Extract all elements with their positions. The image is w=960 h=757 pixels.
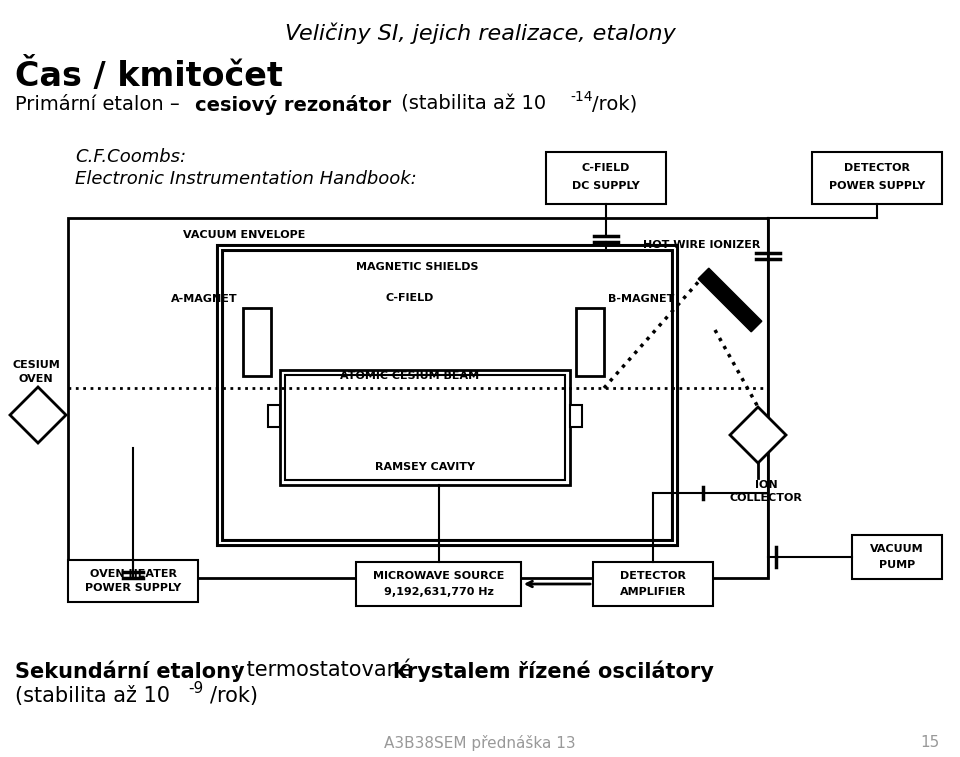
Bar bbox=[223, 251, 672, 540]
Text: POWER SUPPLY: POWER SUPPLY bbox=[828, 181, 925, 191]
Text: CESIUM: CESIUM bbox=[12, 360, 60, 370]
Text: Primární etalon –: Primární etalon – bbox=[15, 95, 186, 114]
Text: A3B38SEM přednáška 13: A3B38SEM přednáška 13 bbox=[384, 735, 576, 751]
Text: -14: -14 bbox=[570, 90, 592, 104]
Text: : termostatované: : termostatované bbox=[233, 660, 420, 680]
Bar bbox=[546, 152, 666, 204]
Text: /rok): /rok) bbox=[592, 95, 637, 114]
Text: DETECTOR: DETECTOR bbox=[844, 163, 910, 173]
Text: PUMP: PUMP bbox=[878, 560, 915, 570]
Text: Čas / kmitočet: Čas / kmitočet bbox=[15, 58, 283, 93]
Bar bbox=[576, 308, 604, 376]
Bar bbox=[220, 248, 675, 543]
Text: MAGNETIC SHIELDS: MAGNETIC SHIELDS bbox=[356, 262, 479, 272]
FancyBboxPatch shape bbox=[698, 268, 762, 332]
Text: ATOMIC CESIUM BEAM: ATOMIC CESIUM BEAM bbox=[341, 371, 480, 381]
Text: /rok): /rok) bbox=[210, 686, 258, 706]
Text: COLLECTOR: COLLECTOR bbox=[730, 493, 803, 503]
Text: C-FIELD: C-FIELD bbox=[582, 163, 630, 173]
Text: Veličiny SI, jejich realizace, etalony: Veličiny SI, jejich realizace, etalony bbox=[284, 22, 676, 43]
Text: RAMSEY CAVITY: RAMSEY CAVITY bbox=[375, 462, 475, 472]
Text: cesiový rezonátor: cesiový rezonátor bbox=[195, 95, 391, 115]
Polygon shape bbox=[730, 407, 786, 463]
Bar bbox=[285, 375, 565, 480]
Bar bbox=[268, 405, 280, 427]
Text: VACUUM: VACUUM bbox=[870, 544, 924, 554]
Bar bbox=[852, 535, 942, 579]
Bar bbox=[570, 405, 582, 427]
Bar bbox=[280, 370, 570, 485]
Polygon shape bbox=[10, 387, 66, 443]
Text: Sekundární etalony: Sekundární etalony bbox=[15, 660, 245, 681]
Text: VACUUM ENVELOPE: VACUUM ENVELOPE bbox=[183, 230, 305, 240]
Text: (stabilita až 10: (stabilita až 10 bbox=[15, 686, 170, 706]
Text: ION: ION bbox=[755, 480, 778, 490]
Bar bbox=[812, 152, 942, 204]
Text: (stabilita až 10: (stabilita až 10 bbox=[395, 95, 546, 114]
Text: Electronic Instrumentation Handbook:: Electronic Instrumentation Handbook: bbox=[75, 170, 417, 188]
Bar bbox=[220, 248, 675, 543]
Text: DC SUPPLY: DC SUPPLY bbox=[572, 181, 640, 191]
Text: 15: 15 bbox=[921, 735, 940, 750]
Text: OVEN HEATER: OVEN HEATER bbox=[89, 569, 177, 579]
Text: AMPLIFIER: AMPLIFIER bbox=[620, 587, 686, 597]
Text: 9,192,631,770 Hz: 9,192,631,770 Hz bbox=[384, 587, 493, 597]
Text: POWER SUPPLY: POWER SUPPLY bbox=[84, 583, 181, 593]
Text: B-MAGNET: B-MAGNET bbox=[608, 294, 674, 304]
Text: A-MAGNET: A-MAGNET bbox=[172, 294, 238, 304]
Text: krystalem řízené oscilátory: krystalem řízené oscilátory bbox=[393, 660, 714, 681]
Text: HOT WIRE IONIZER: HOT WIRE IONIZER bbox=[642, 240, 760, 250]
Bar bbox=[68, 560, 198, 602]
Text: MICROWAVE SOURCE: MICROWAVE SOURCE bbox=[372, 571, 504, 581]
Text: C.F.Coombs:: C.F.Coombs: bbox=[75, 148, 186, 166]
Text: -9: -9 bbox=[188, 681, 204, 696]
Bar bbox=[356, 562, 521, 606]
Text: C-FIELD: C-FIELD bbox=[386, 293, 434, 303]
Text: OVEN: OVEN bbox=[18, 374, 54, 384]
Bar bbox=[593, 562, 713, 606]
Text: DETECTOR: DETECTOR bbox=[620, 571, 686, 581]
Bar bbox=[217, 245, 678, 546]
Bar bbox=[68, 218, 768, 578]
Bar bbox=[243, 308, 271, 376]
